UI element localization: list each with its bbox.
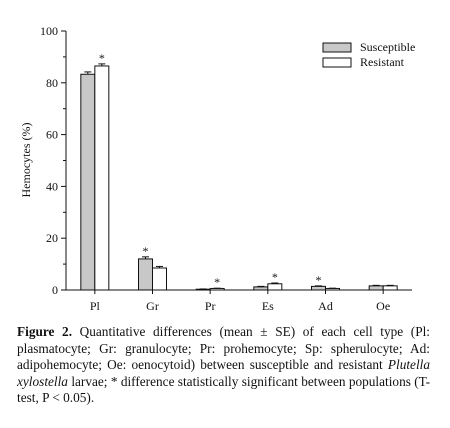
y-tick-label: 40	[46, 179, 58, 193]
chart-axes: 0 20 40 60 80 100 Pl Gr Pr Es Ad Oe	[40, 24, 412, 313]
legend-swatch-resistant	[322, 57, 352, 68]
legend-swatch-susceptible	[322, 42, 352, 53]
bar-susceptible-oe	[368, 285, 384, 291]
significance-marker: *	[214, 275, 220, 289]
figure-caption: Figure 2. Quantitative differences (mean…	[17, 324, 430, 407]
legend-label: Resistant	[360, 55, 405, 69]
bar-chart: 0 20 40 60 80 100 Pl Gr Pr Es Ad Oe * * * * * Susceptib…	[19, 24, 415, 313]
significance-marker: *	[99, 51, 105, 65]
y-tick-label: 60	[46, 128, 58, 142]
bar-resistant-pl	[94, 65, 110, 291]
bar-resistant-es	[267, 283, 283, 291]
chart-bars: * * * * *	[80, 51, 398, 291]
y-axis-label: Hemocytes (%)	[19, 123, 33, 198]
x-tick-label: Es	[262, 299, 274, 313]
y-tick-label: 80	[46, 76, 58, 90]
significance-marker: *	[143, 244, 149, 258]
legend-label: Susceptible	[360, 40, 415, 54]
bar-susceptible-ad	[311, 285, 326, 291]
x-tick-label: Pl	[90, 299, 101, 313]
significance-marker: *	[316, 273, 322, 287]
bar-susceptible-gr	[138, 258, 153, 291]
caption-label: Figure 2.	[17, 324, 73, 339]
y-tick-label: 0	[52, 283, 58, 297]
caption-text-2: larvae; * difference statistically signi…	[17, 373, 430, 406]
bar-resistant-oe	[382, 285, 398, 291]
bar-susceptible-pl	[80, 73, 96, 291]
y-tick-label: 20	[46, 231, 58, 245]
x-tick-label: Ad	[318, 299, 333, 313]
bar-resistant-gr	[152, 267, 167, 291]
y-tick-label: 100	[40, 24, 58, 38]
x-tick-label: Gr	[146, 299, 159, 313]
x-tick-label: Oe	[376, 299, 390, 313]
x-tick-label: Pr	[205, 299, 216, 313]
caption-text-1: Quantitative differences (mean ± SE) of …	[17, 324, 430, 372]
bar-susceptible-es	[253, 286, 269, 291]
caption-species: Plutella xylostella	[17, 357, 430, 389]
significance-marker: *	[272, 270, 278, 284]
